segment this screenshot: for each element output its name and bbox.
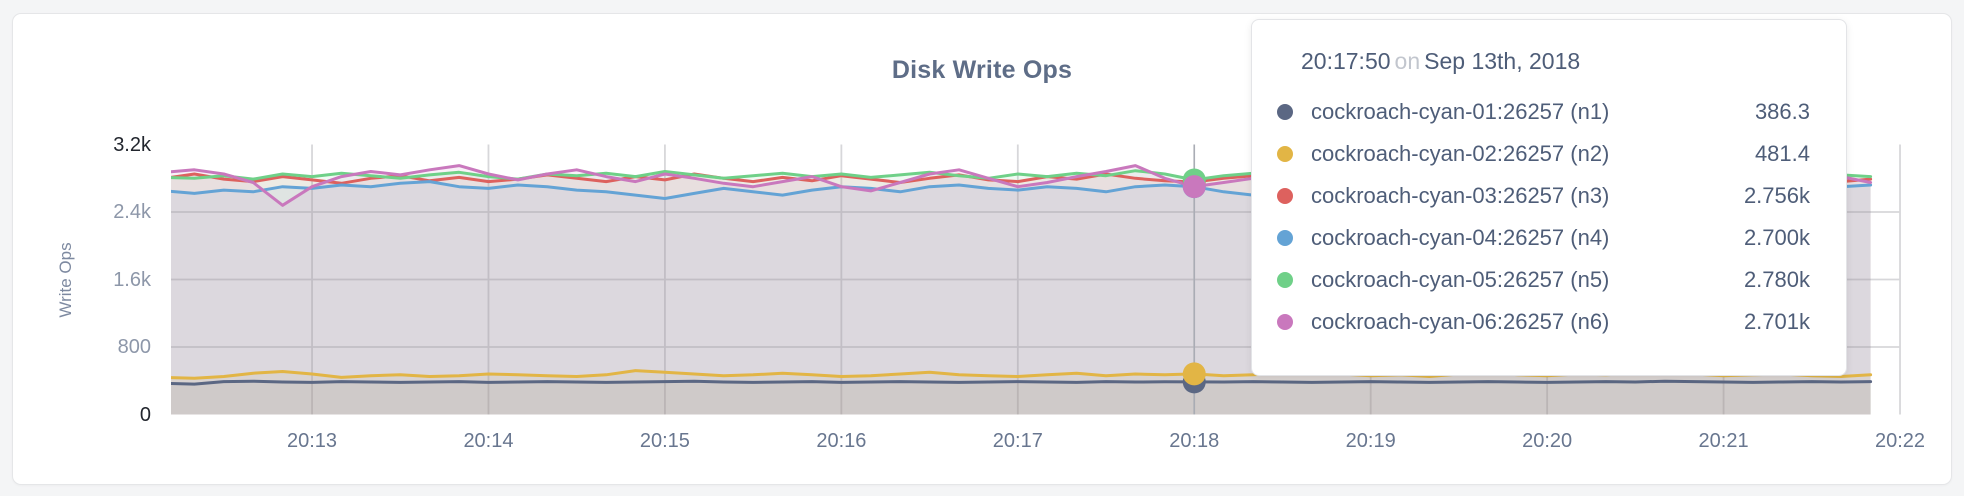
tooltip-series-name: cockroach-cyan-03:26257 (n3) bbox=[1311, 183, 1610, 208]
x-tick-label: 20:15 bbox=[639, 430, 690, 452]
tooltip-series-value: 2.701k bbox=[1743, 309, 1810, 334]
tooltip-series-value: 386.3 bbox=[1754, 99, 1810, 124]
tooltip-row: cockroach-cyan-03:26257 (n3) 2.756k bbox=[1268, 175, 1810, 217]
series-line-n1 bbox=[171, 379, 1873, 386]
tooltip-row: cockroach-cyan-04:26257 (n4) 2.700k bbox=[1268, 217, 1810, 259]
series-color-dot-icon bbox=[1277, 188, 1293, 204]
x-tick-label: 20:20 bbox=[1522, 430, 1573, 452]
x-tick-label: 20:21 bbox=[1698, 430, 1749, 452]
series-color-dot-icon bbox=[1277, 230, 1293, 246]
series-color-dot-icon bbox=[1277, 314, 1293, 330]
chart-title: Disk Write Ops bbox=[891, 56, 1073, 84]
tooltip-row: cockroach-cyan-02:26257 (n2) 481.4 bbox=[1268, 133, 1810, 175]
series-color-dot-icon bbox=[1277, 146, 1293, 162]
x-tick-label: 20:14 bbox=[463, 430, 514, 452]
tooltip-row: cockroach-cyan-01:26257 (n1) 386.3 bbox=[1268, 91, 1810, 133]
x-tick-label: 20:13 bbox=[287, 430, 338, 452]
x-tick-label: 20:22 bbox=[1874, 430, 1926, 452]
series-color-dot-icon bbox=[1277, 104, 1293, 120]
tooltip-series-name: cockroach-cyan-05:26257 (n5) bbox=[1311, 267, 1610, 292]
tooltip-row: cockroach-cyan-06:26257 (n6) 2.701k bbox=[1268, 301, 1810, 343]
y-tick-label: 3.2k bbox=[113, 133, 151, 156]
y-tick-label: 1.6k bbox=[113, 268, 151, 291]
tooltip-time: 20:17:50 bbox=[1301, 48, 1391, 74]
tooltip-series-name: cockroach-cyan-06:26257 (n6) bbox=[1311, 309, 1610, 334]
x-tick-label: 20:16 bbox=[816, 430, 867, 452]
tooltip-timestamp: 20:17:50 on Sep 13th, 2018 bbox=[1301, 48, 1810, 75]
y-tick-label: 800 bbox=[117, 336, 151, 358]
tooltip-series-name: cockroach-cyan-04:26257 (n4) bbox=[1311, 225, 1610, 250]
tooltip-row: cockroach-cyan-05:26257 (n5) 2.780k bbox=[1268, 259, 1810, 301]
tooltip-series-value: 2.756k bbox=[1743, 183, 1810, 208]
tooltip-series-value: 2.700k bbox=[1743, 225, 1810, 250]
x-tick-label: 20:17 bbox=[992, 430, 1043, 452]
tooltip-series-name: cockroach-cyan-02:26257 (n2) bbox=[1311, 141, 1610, 166]
x-tick-label: 20:18 bbox=[1169, 430, 1220, 452]
series-color-dot-icon bbox=[1277, 272, 1293, 288]
x-tick-label: 20:19 bbox=[1345, 430, 1396, 452]
hover-point-n6 bbox=[1182, 175, 1206, 199]
series-area-n1 bbox=[171, 381, 1871, 415]
tooltip-date: Sep 13th, 2018 bbox=[1424, 48, 1581, 74]
hover-tooltip: 20:17:50 on Sep 13th, 2018 cockroach-cyan-… bbox=[1251, 19, 1847, 376]
y-tick-label: 0 bbox=[139, 403, 151, 426]
y-tick-label: 2.4k bbox=[113, 201, 151, 223]
tooltip-conjunction: on bbox=[1394, 48, 1421, 74]
chart-card: Disk Write Ops Write Ops 0 800 1.6k 2.4k 3.2… bbox=[12, 13, 1952, 485]
hover-point-n2 bbox=[1182, 362, 1206, 386]
tooltip-series-name: cockroach-cyan-01:26257 (n1) bbox=[1311, 99, 1610, 124]
tooltip-series-value: 2.780k bbox=[1743, 267, 1810, 292]
tooltip-series-value: 481.4 bbox=[1754, 141, 1810, 166]
tooltip-series-list: cockroach-cyan-01:26257 (n1) 386.3 cockroa… bbox=[1268, 91, 1810, 343]
